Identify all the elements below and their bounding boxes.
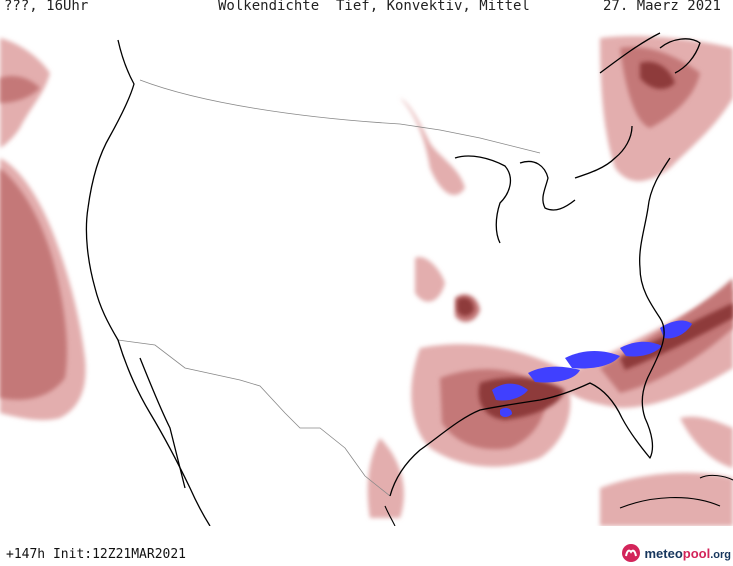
meteopool-logo-icon: [622, 544, 641, 562]
forecast-init-label: +147h Init:12Z21MAR2021: [6, 547, 187, 562]
coastlines: [85, 32, 701, 526]
cloud-layer-light: [0, 36, 733, 526]
meteopool-brand[interactable]: meteopool.org: [621, 542, 731, 564]
islands: [384, 474, 733, 526]
weather-map: [0, 32, 733, 526]
run-label: ???, 16Uhr: [4, 0, 89, 14]
map-title: Wolkendichte Tief, Konvektiv, Mittel: [218, 0, 530, 14]
convective-cells: [492, 320, 692, 417]
meteopool-wordmark: meteopool.org: [644, 545, 731, 561]
political-borders: [117, 79, 541, 497]
valid-date: 27. Maerz 2021: [602, 0, 721, 14]
